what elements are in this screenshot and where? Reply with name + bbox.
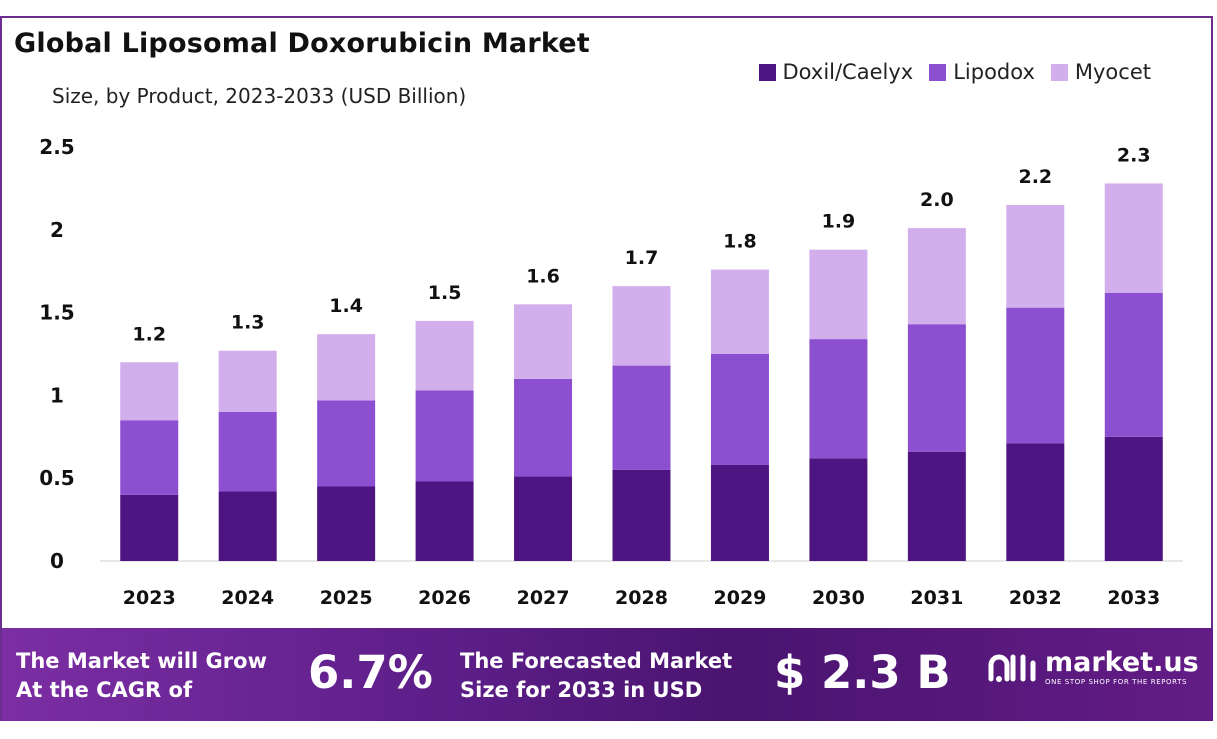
- stacked-bar-chart: 0 0.5 1 1.5 2 2.5 1.2 2023 1.3 2024 1.4 2025 1.5 2026…: [39, 135, 1183, 609]
- bar-segment-doxil-caelyx: [317, 486, 376, 561]
- bar-segment-lipodox: [514, 378, 573, 477]
- bar-segment-lipodox: [710, 354, 769, 465]
- legend-swatch-myocet: [1050, 63, 1068, 81]
- bar-segment-lipodox: [612, 365, 671, 470]
- bar-segment-lipodox: [218, 411, 277, 492]
- bar-segment-doxil-caelyx: [415, 481, 474, 561]
- bar-segment-myocet: [514, 304, 573, 379]
- y-tick-label: 0.5: [39, 466, 74, 490]
- bar-total-label: 1.8: [723, 231, 757, 253]
- summary-banner: The Market will Grow At the CAGR of 6.7%…: [2, 628, 1213, 721]
- bar-segment-doxil-caelyx: [612, 469, 671, 561]
- y-tick-label: 1.5: [39, 301, 74, 325]
- forecast-caption-line1: The Forecasted Market: [460, 649, 733, 673]
- x-tick-label: 2029: [714, 587, 767, 609]
- bar-total-label: 1.3: [231, 312, 265, 334]
- cagr-caption-line1: The Market will Grow: [16, 649, 267, 673]
- bar-segment-doxil-caelyx: [120, 494, 179, 561]
- forecast-caption: The Forecasted Market Size for 2033 in U…: [460, 647, 732, 705]
- market-us-logo-text: market.us ONE STOP SHOP FOR THE REPORTS: [1045, 647, 1199, 687]
- bar-segment-myocet: [317, 334, 376, 401]
- legend-item-myocet: Myocet: [1050, 60, 1151, 84]
- legend-swatch-lipodox: [929, 63, 947, 81]
- x-tick-label: 2025: [320, 587, 373, 609]
- bar-segment-lipodox: [317, 400, 376, 487]
- legend-label-lipodox: Lipodox: [953, 60, 1035, 84]
- market-us-logo: market.us ONE STOP SHOP FOR THE REPORTS: [987, 648, 1199, 686]
- bar-segment-myocet: [907, 228, 966, 325]
- bar-segment-doxil-caelyx: [809, 458, 868, 561]
- bar-segment-doxil-caelyx: [514, 476, 573, 561]
- bar-segment-lipodox: [809, 339, 868, 459]
- cagr-caption: The Market will Grow At the CAGR of: [16, 647, 267, 705]
- legend-label-myocet: Myocet: [1074, 60, 1151, 84]
- bar-segment-lipodox: [1104, 292, 1163, 437]
- x-tick-label: 2027: [517, 587, 570, 609]
- bar-segment-myocet: [218, 350, 277, 412]
- legend-item-doxil: Doxil/Caelyx: [758, 60, 914, 84]
- bar-segment-myocet: [809, 249, 868, 340]
- bar-segment-doxil-caelyx: [1104, 436, 1163, 561]
- bar-segment-doxil-caelyx: [907, 451, 966, 561]
- logo-name: market.us: [1045, 647, 1199, 678]
- bar-segment-lipodox: [120, 420, 179, 495]
- bar-segment-myocet: [1006, 204, 1065, 308]
- bar-segment-doxil-caelyx: [1006, 443, 1065, 561]
- x-tick-label: 2030: [812, 587, 865, 609]
- bar-total-label: 2.2: [1018, 166, 1052, 188]
- y-tick-label: 1: [50, 383, 64, 407]
- x-tick-label: 2024: [221, 587, 274, 609]
- forecast-caption-line2: Size for 2033 in USD: [460, 678, 703, 702]
- bar-total-label: 1.7: [625, 247, 659, 269]
- bar-segment-myocet: [612, 286, 671, 366]
- bar-segment-lipodox: [907, 324, 966, 452]
- bar-segment-doxil-caelyx: [218, 491, 277, 561]
- cagr-caption-line2: At the CAGR of: [16, 678, 193, 702]
- bar-segment-myocet: [120, 362, 179, 421]
- chart-legend: Doxil/Caelyx Lipodox Myocet: [758, 60, 1151, 84]
- y-tick-label: 2: [50, 218, 64, 242]
- bar-segment-myocet: [710, 269, 769, 354]
- legend-swatch-doxil: [758, 63, 776, 81]
- forecast-value: $ 2.3 B: [774, 646, 951, 699]
- bar-total-label: 1.5: [428, 282, 462, 304]
- legend-item-lipodox: Lipodox: [929, 60, 1035, 84]
- bar-total-label: 1.6: [526, 265, 560, 287]
- x-tick-label: 2033: [1107, 587, 1160, 609]
- bar-segment-myocet: [1104, 183, 1163, 293]
- bar-total-label: 1.4: [329, 295, 363, 317]
- x-tick-label: 2031: [910, 587, 963, 609]
- logo-tagline: ONE STOP SHOP FOR THE REPORTS: [1045, 678, 1188, 686]
- y-tick-label: 0: [50, 549, 64, 573]
- market-us-logo-icon: [988, 654, 1036, 682]
- x-tick-label: 2023: [123, 587, 176, 609]
- x-tick-label: 2032: [1009, 587, 1062, 609]
- x-tick-label: 2026: [418, 587, 471, 609]
- bar-total-label: 2.0: [920, 189, 954, 211]
- cagr-value: 6.7%: [308, 646, 433, 699]
- bar-total-label: 1.2: [132, 323, 166, 345]
- bar-total-label: 1.9: [822, 211, 856, 233]
- y-tick-label: 2.5: [39, 135, 74, 159]
- legend-label-doxil: Doxil/Caelyx: [782, 60, 914, 84]
- chart-subtitle: Size, by Product, 2023-2033 (USD Billion…: [52, 84, 467, 108]
- x-tick-label: 2028: [615, 587, 668, 609]
- bar-segment-lipodox: [415, 390, 474, 482]
- chart-title: Global Liposomal Doxorubicin Market: [14, 28, 590, 59]
- bar-segment-lipodox: [1006, 307, 1065, 444]
- bar-segment-doxil-caelyx: [710, 464, 769, 561]
- bar-total-label: 2.3: [1117, 144, 1151, 166]
- bar-segment-myocet: [415, 320, 474, 391]
